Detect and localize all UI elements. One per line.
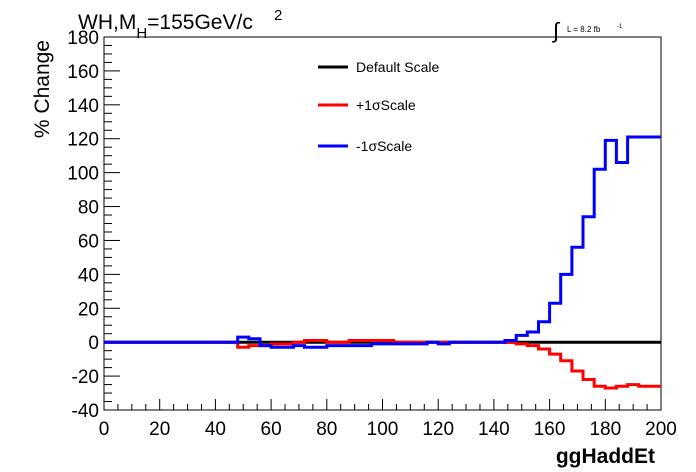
x-tick-label: 200 — [645, 419, 677, 440]
title-superscript: 2 — [274, 7, 282, 24]
x-tick-label: 80 — [316, 419, 337, 440]
series-line-2 — [104, 135, 661, 349]
y-tick-label: 120 — [67, 130, 99, 151]
legend: Default Scale +1σScale -1σScale — [318, 59, 439, 154]
y-tick-label: -40 — [72, 401, 99, 422]
legend-label-0: Default Scale — [356, 59, 439, 75]
y-tick-label: 60 — [78, 231, 99, 252]
title-main: WH,M — [78, 11, 136, 34]
y-tick-label: 20 — [78, 299, 99, 320]
x-axis-ticks: 0 20 40 60 80 100 120 140 160 180 200 — [99, 399, 677, 440]
luminosity-exponent: -1 — [617, 24, 623, 30]
y-tick-label: 40 — [78, 265, 99, 286]
title-subscript: H — [136, 25, 147, 42]
x-tick-label: 60 — [261, 419, 282, 440]
chart-title: WH,MH=155GeV/c — [78, 11, 253, 42]
y-tick-label: 80 — [78, 198, 99, 219]
luminosity-label: L = 8.2 fb — [567, 25, 601, 34]
y-tick-label: 180 — [67, 28, 99, 49]
y-axis-title: % Change — [31, 40, 54, 138]
y-tick-label: 0 — [88, 333, 99, 354]
legend-label-1: +1σScale — [356, 97, 416, 113]
x-axis-title: ggHaddEt — [556, 445, 655, 468]
y-tick-label: 100 — [67, 164, 99, 185]
x-tick-label: 120 — [422, 419, 454, 440]
x-tick-label: 160 — [534, 419, 566, 440]
x-tick-label: 140 — [478, 419, 510, 440]
integral-symbol: ∫ — [551, 18, 561, 43]
x-tick-label: 180 — [589, 419, 621, 440]
x-tick-label: 100 — [367, 419, 399, 440]
y-tick-label: 140 — [67, 96, 99, 117]
series-lines — [104, 135, 661, 390]
x-tick-label: 40 — [205, 419, 226, 440]
y-tick-label: 160 — [67, 62, 99, 83]
title-rest: =155GeV/c — [147, 11, 253, 34]
x-tick-label: 20 — [149, 419, 170, 440]
y-tick-label: -20 — [72, 367, 99, 388]
x-tick-label: 0 — [99, 419, 110, 440]
legend-label-2: -1σScale — [356, 138, 412, 154]
